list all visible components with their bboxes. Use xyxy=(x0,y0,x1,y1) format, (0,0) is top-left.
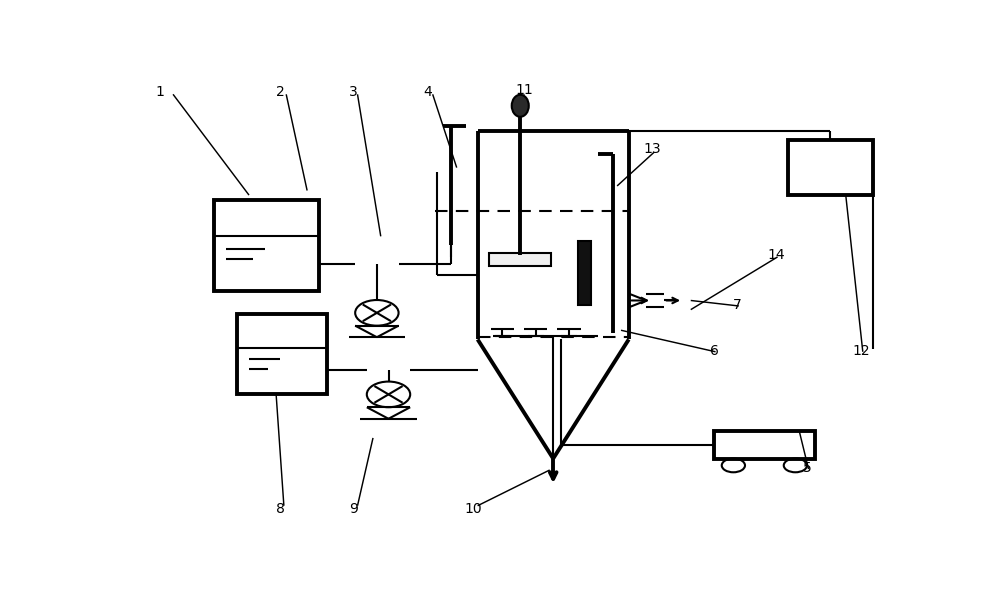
Text: 1: 1 xyxy=(155,85,164,99)
Text: 4: 4 xyxy=(423,85,432,99)
Text: 7: 7 xyxy=(733,298,742,312)
Bar xyxy=(237,314,326,394)
Bar xyxy=(788,140,873,195)
Bar xyxy=(714,431,815,459)
Text: 13: 13 xyxy=(643,142,661,156)
Text: 8: 8 xyxy=(276,502,284,516)
Text: 6: 6 xyxy=(710,344,718,358)
Text: 5: 5 xyxy=(803,461,811,475)
Text: 12: 12 xyxy=(852,344,870,358)
Text: 14: 14 xyxy=(767,248,785,262)
Text: 10: 10 xyxy=(465,502,483,516)
Text: 3: 3 xyxy=(349,85,358,99)
Bar xyxy=(214,200,319,292)
Text: 9: 9 xyxy=(349,502,358,516)
Ellipse shape xyxy=(512,95,529,117)
Text: 11: 11 xyxy=(515,83,533,97)
Bar xyxy=(578,241,591,305)
Text: 2: 2 xyxy=(276,85,284,99)
Bar xyxy=(489,253,551,265)
